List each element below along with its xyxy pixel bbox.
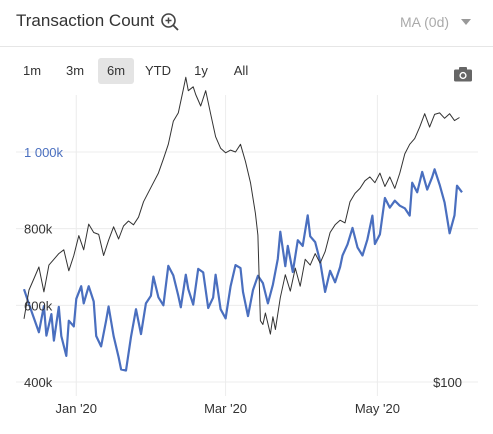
y-right-tick-label: $100 — [433, 375, 462, 390]
chart-title: Transaction Count — [16, 11, 155, 30]
chevron-down-icon[interactable] — [461, 19, 471, 25]
y-tick-label: 1 000k — [24, 145, 64, 160]
range-button-ytd[interactable]: YTD — [145, 63, 171, 78]
x-tick-label: May '20 — [355, 401, 400, 416]
zoom-in-icon[interactable] — [160, 12, 180, 32]
range-button-all[interactable]: All — [233, 63, 249, 78]
ma-select[interactable]: MA (0d) — [400, 14, 450, 30]
series-line-transaction-count — [22, 168, 463, 372]
x-tick-label: Mar '20 — [204, 401, 247, 416]
y-tick-label: 600k — [24, 298, 53, 313]
chart-header: Transaction Count MA (0d) — [0, 0, 493, 44]
camera-icon[interactable] — [453, 66, 473, 82]
x-tick-label: Jan '20 — [56, 401, 98, 416]
header-divider — [0, 46, 493, 47]
range-button-1y[interactable]: 1y — [194, 63, 208, 78]
series-line-price — [23, 76, 460, 335]
y-tick-label: 800k — [24, 222, 53, 237]
y-tick-label: 400k — [24, 375, 53, 390]
range-button-1m[interactable]: 1m — [22, 63, 42, 78]
range-button-3m[interactable]: 3m — [65, 63, 85, 78]
range-button-6m[interactable]: 6m — [98, 58, 134, 84]
